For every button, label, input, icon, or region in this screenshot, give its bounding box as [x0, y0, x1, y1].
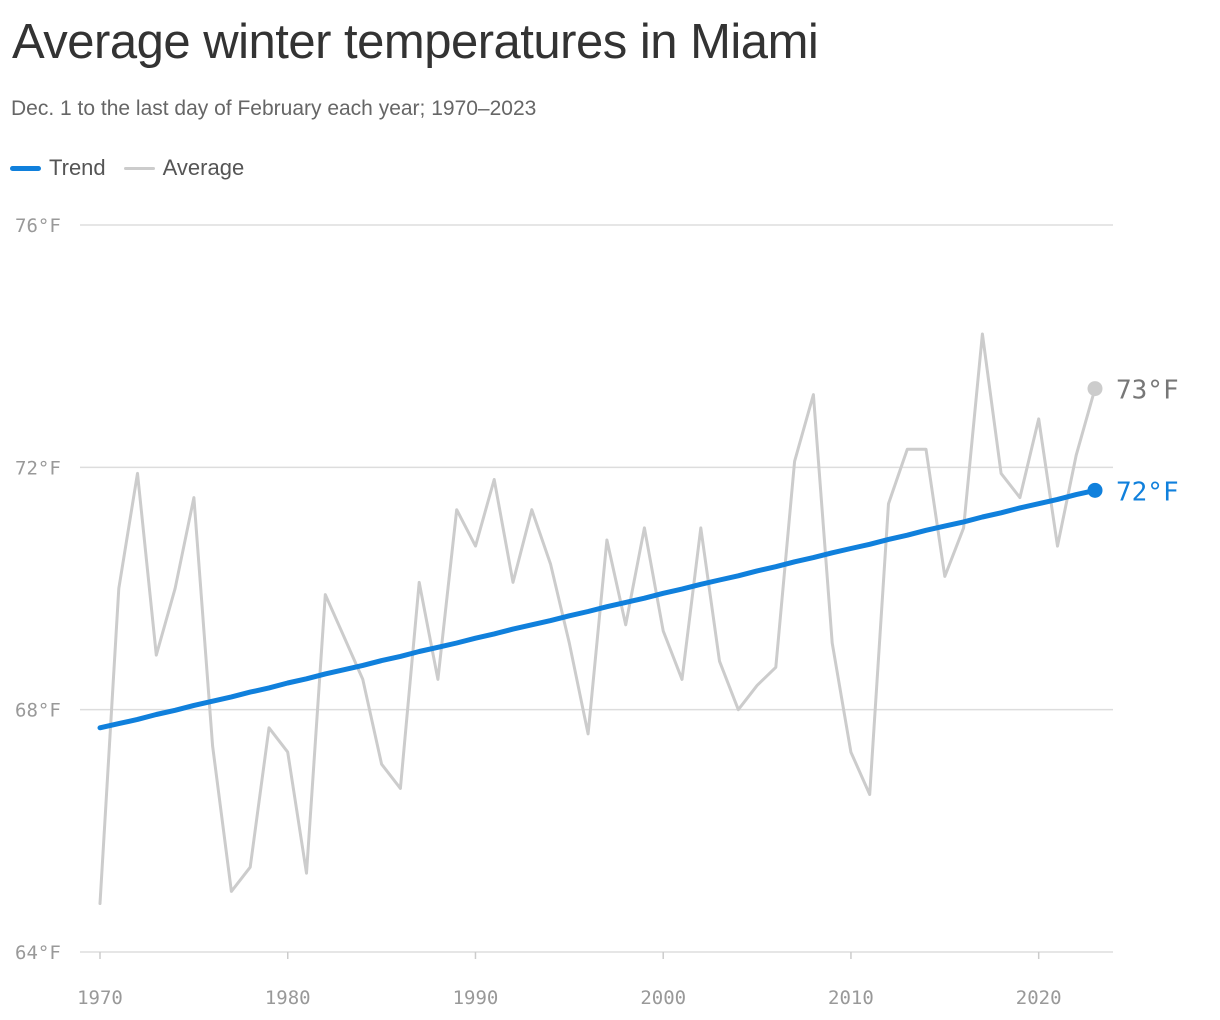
end-point-average: [1087, 381, 1103, 397]
x-tick-label-2010: 2010: [828, 987, 874, 1009]
series-line-trend: [97, 487, 1098, 731]
x-tick-label-1990: 1990: [453, 987, 499, 1009]
x-tick-label-2020: 2020: [1016, 987, 1062, 1009]
legend-item-average: Average: [123, 155, 245, 181]
end-point-trend: [1087, 482, 1103, 498]
y-tick-label-72: 72°F: [15, 457, 61, 479]
y-tick-label-64: 64°F: [15, 942, 61, 964]
series-line-average: [98, 332, 1097, 905]
legend-item-trend: Trend: [10, 155, 106, 181]
end-label-trend: 72°F: [1116, 477, 1179, 507]
legend-label-average: Average: [162, 155, 245, 180]
legend-swatch-trend: [10, 165, 41, 171]
x-tick-label-1980: 1980: [265, 987, 311, 1009]
x-tick-label-2000: 2000: [640, 987, 686, 1009]
x-tick-label-1970: 1970: [77, 987, 123, 1009]
chart-title: Average winter temperatures in Miami: [12, 15, 819, 69]
legend: Trend Average: [10, 155, 262, 181]
y-tick-label-76: 76°F: [15, 215, 61, 237]
legend-label-trend: Trend: [49, 155, 106, 180]
end-label-average: 73°F: [1116, 376, 1179, 406]
legend-swatch-average: [123, 166, 155, 170]
y-tick-label-68: 68°F: [15, 700, 61, 722]
chart-subtitle: Dec. 1 to the last day of February each …: [11, 97, 537, 120]
